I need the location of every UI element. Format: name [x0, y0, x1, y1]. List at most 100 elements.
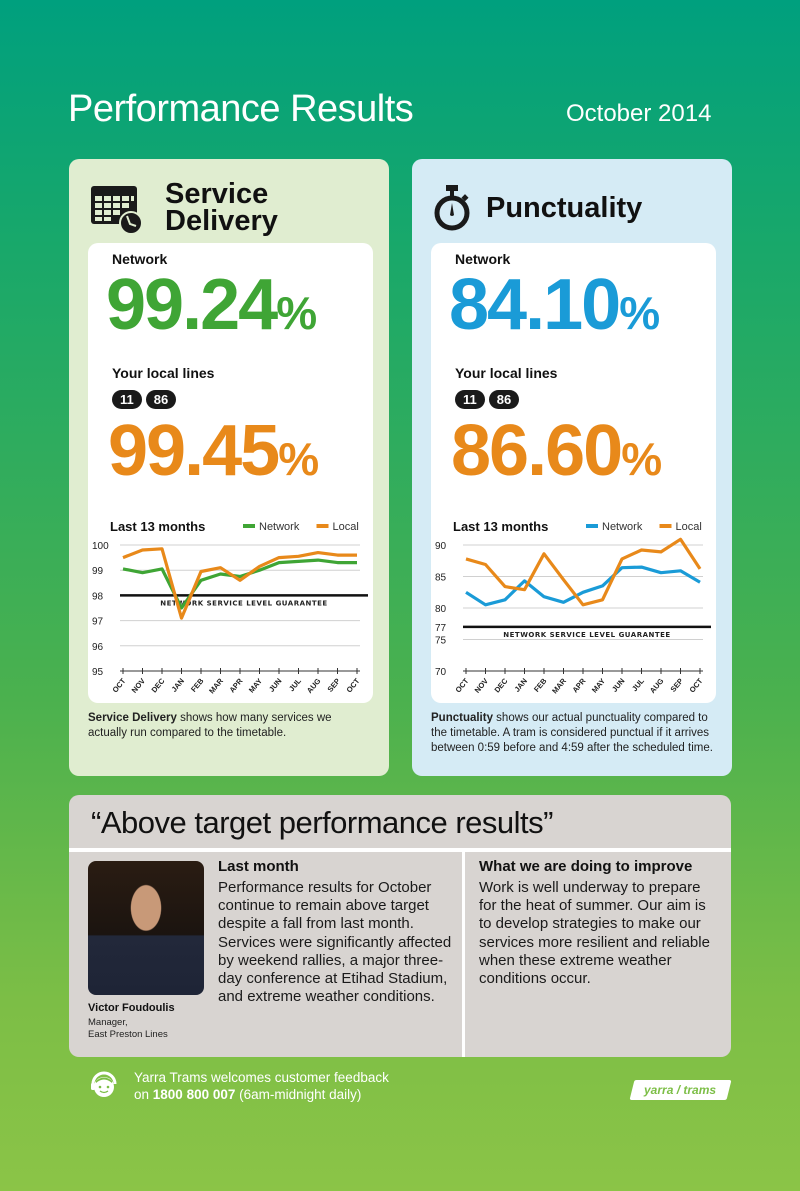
x-tick-label: NOV — [473, 677, 490, 695]
service-delivery-card: Service Delivery Network 99.24% Your loc… — [69, 159, 389, 776]
service-delivery-chart: Last 13 months Network Local 95 96 97 98 99 100 O… — [92, 519, 368, 695]
page-title: Performance Results — [68, 88, 414, 130]
punctuality-chart: Last 13 months Network Local 70 75 77 80 85 90 OC… — [435, 519, 711, 695]
legend-label: Local — [676, 521, 702, 533]
route-badge: 11 — [112, 390, 142, 409]
divider — [69, 848, 731, 852]
x-tick-label: MAY — [590, 677, 607, 695]
phone-number[interactable]: 1800 800 007 — [152, 1087, 236, 1102]
x-tick-label: JUL — [630, 676, 646, 693]
route-badges: 11 86 — [112, 390, 180, 409]
series-line — [122, 547, 357, 620]
y-tick-label: 95 — [92, 667, 104, 678]
local-lines-label: Your local lines — [112, 365, 215, 381]
quote-section: “Above target performance results” Victo… — [69, 795, 731, 1057]
x-tick-label: AUG — [648, 676, 666, 695]
x-tick-label: FEB — [189, 676, 206, 694]
y-tick-label: 90 — [435, 541, 447, 552]
service-delivery-description: Service Delivery shows how many services… — [88, 712, 332, 739]
y-tick-label: 100 — [92, 541, 109, 552]
punctuality-header: Punctuality — [432, 173, 642, 243]
chart-title: Last 13 months — [110, 519, 205, 534]
route-badge: 86 — [488, 390, 520, 409]
punctuality-title: Punctuality — [486, 191, 643, 224]
yarra-trams-logo: yarra / trams — [629, 1080, 732, 1100]
legend-label: Network — [259, 521, 300, 533]
x-tick-label: MAY — [247, 677, 264, 695]
network-label: Network — [455, 251, 511, 267]
guarantee-label: NETWORK SERVICE LEVEL GUARANTEE — [160, 599, 327, 607]
x-tick-label: OCT — [344, 676, 361, 694]
legend-swatch — [659, 524, 672, 528]
x-tick-label: OCT — [687, 676, 704, 694]
series-line — [465, 565, 701, 607]
improve-heading: What we are doing to improve — [479, 858, 693, 875]
legend-label: Network — [602, 521, 643, 533]
x-tick-label: MAR — [550, 676, 568, 695]
x-tick-label: DEC — [149, 676, 166, 694]
column-divider — [462, 852, 465, 1057]
y-tick-label: 99 — [92, 566, 104, 577]
series-line — [122, 558, 357, 610]
manager-name: Victor Foudoulis — [88, 1002, 175, 1014]
manager-photo — [88, 861, 204, 995]
local-lines-label: Your local lines — [455, 365, 558, 381]
series-line — [465, 537, 702, 607]
y-tick-label: 70 — [435, 667, 447, 678]
y-tick-label: 75 — [435, 636, 447, 647]
x-tick-label: DEC — [492, 676, 509, 694]
punctuality-description: Punctuality shows our actual punctuality… — [431, 712, 713, 754]
y-tick-label: 85 — [435, 573, 447, 584]
y-tick-label: 98 — [92, 591, 104, 602]
x-tick-label: JAN — [169, 677, 186, 694]
legend-label: Local — [333, 521, 359, 533]
x-tick-label: SEP — [668, 677, 685, 694]
y-tick-label: 97 — [92, 617, 104, 628]
x-tick-label: AUG — [305, 676, 323, 695]
network-value: 99.24% — [106, 265, 318, 345]
x-tick-label: APR — [227, 676, 244, 694]
feedback-text: Yarra Trams welcomes customer feedback o… — [134, 1070, 389, 1102]
report-date: October 2014 — [566, 100, 712, 127]
route-badge: 86 — [145, 390, 177, 409]
x-tick-label: FEB — [532, 676, 549, 694]
service-delivery-title-1: Service — [165, 178, 269, 210]
last-month-heading: Last month — [218, 858, 299, 875]
y-tick-label: 96 — [92, 642, 104, 653]
calendar-clock-icon — [91, 186, 143, 233]
x-tick-label: NOV — [130, 677, 147, 695]
x-tick-label: MAR — [207, 676, 225, 695]
x-tick-label: OCT — [110, 676, 127, 694]
last-month-text: Performance results for October continue… — [218, 879, 452, 1006]
x-tick-label: JUL — [287, 676, 303, 693]
manager-role: Manager, East Preston Lines — [88, 1017, 168, 1040]
stopwatch-icon — [434, 185, 470, 231]
local-value: 86.60% — [451, 411, 663, 491]
headset-icon — [91, 1071, 117, 1097]
legend-swatch — [586, 524, 598, 528]
service-delivery-header: Service Delivery — [89, 173, 278, 243]
x-tick-label: JUN — [610, 677, 627, 694]
legend-swatch — [316, 524, 329, 528]
y-tick-label: 80 — [435, 604, 447, 615]
x-tick-label: OCT — [453, 676, 470, 694]
legend-swatch — [243, 524, 255, 528]
route-badges: 11 86 — [455, 390, 523, 409]
y-tick-label: 77 — [435, 623, 447, 634]
route-badge: 11 — [455, 390, 485, 409]
local-value: 99.45% — [108, 411, 320, 491]
network-label: Network — [112, 251, 168, 267]
x-tick-label: APR — [570, 676, 587, 694]
x-tick-label: JAN — [512, 677, 529, 694]
x-tick-label: JUN — [267, 677, 284, 694]
network-value: 84.10% — [449, 265, 661, 345]
punctuality-card: Punctuality Network 84.10% Your local li… — [412, 159, 732, 776]
quote-title: “Above target performance results” — [91, 805, 554, 840]
chart-title: Last 13 months — [453, 519, 548, 534]
service-delivery-panel: Network 99.24% Your local lines 11 86 99.… — [88, 243, 373, 703]
guarantee-label: NETWORK SERVICE LEVEL GUARANTEE — [503, 631, 670, 639]
punctuality-panel: Network 84.10% Your local lines 11 86 86.… — [431, 243, 716, 703]
service-delivery-title-2: Delivery — [165, 205, 278, 237]
x-tick-label: SEP — [325, 677, 342, 694]
improve-text: Work is well underway to prepare for the… — [479, 879, 710, 988]
